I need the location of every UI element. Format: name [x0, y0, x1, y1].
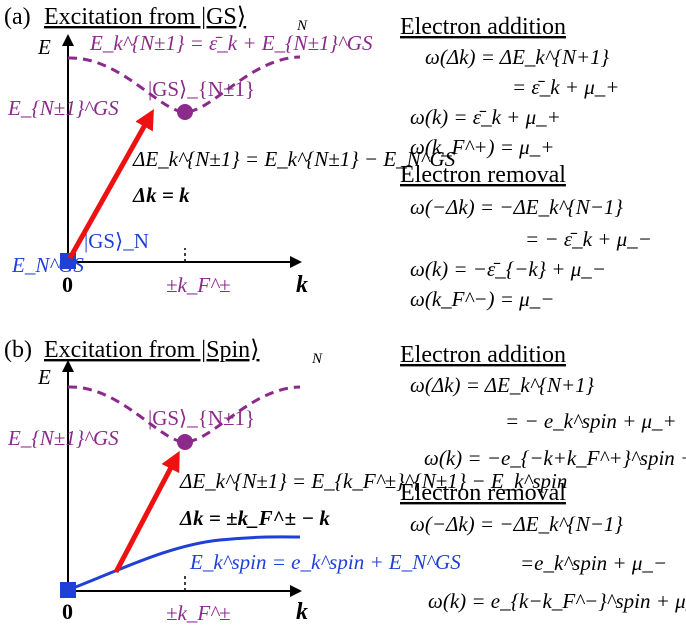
- panel-b-spin-label: E_k^spin = e_k^spin + E_N^GS: [189, 550, 461, 574]
- panel-a-addition-eq-2: = ε̄_k + μ_+: [512, 75, 619, 99]
- panel-a-dispersion-label: E_k^{N±1} = ε̄_k + E_{N±1}^GS: [89, 31, 373, 55]
- panel-a-removal-title: Electron removal: [400, 162, 566, 188]
- panel-a-energy-upper: E_{N±1}^GS: [7, 96, 119, 120]
- panel-a-removal-eq-4: ω(k_F^−) = μ_−: [410, 287, 554, 311]
- panel-b-spin-curve: [67, 535, 301, 592]
- panel-b-removal-eq-3: ω(k) = e_{k−k_F^−}^spin + μ_−: [428, 589, 686, 613]
- panel-a-state-upper: |GS⟩_{N±1}: [148, 77, 255, 101]
- panel-a-gs-upper-dot: [177, 104, 193, 120]
- panel-b-addition-eq-3: ω(k) = −e_{−k+k_F^+}^spin + μ_+: [424, 446, 686, 470]
- panel-b-label: (b): [4, 337, 32, 363]
- panel-a: (a) Excitation from |GS⟩ N E k 0 E_k^{N±…: [4, 4, 652, 311]
- panel-a-removal-eq-3: ω(k) = −ε̄_{−k} + μ_−: [410, 257, 606, 281]
- panel-b-transition-eq2: Δk = ±k_F^± − k: [179, 506, 330, 530]
- panel-a-transition-arrow: [67, 109, 154, 260]
- panel-a-label: (a): [4, 4, 31, 30]
- panel-b-addition-eq-1: ω(Δk) = ΔE_k^{N+1}: [410, 373, 595, 397]
- panel-b-axis-k: k: [296, 599, 308, 625]
- panel-b-axis-e: E: [37, 365, 51, 389]
- panel-a-transition-eq1: ΔE_k^{N±1} = E_k^{N±1} − E_N^GS: [132, 147, 456, 171]
- panel-a-title: Excitation from |GS⟩: [44, 4, 246, 30]
- panel-a-transition-eq2: Δk = k: [132, 183, 190, 207]
- panel-a-addition-eq-4: ω(k_F^+) = μ_+: [410, 135, 554, 159]
- panel-a-axis-k: k: [296, 272, 308, 298]
- panel-a-addition-title: Electron addition: [400, 14, 566, 40]
- panel-a-addition-eq-3: ω(k) = ε̄_k + μ_+: [410, 105, 561, 129]
- panel-b-transition-arrow: [113, 450, 180, 574]
- panel-b-removal-title: Electron removal: [400, 480, 566, 506]
- panel-b-addition-title: Electron addition: [400, 342, 566, 368]
- panel-b-removal-eq-1: ω(−Δk) = −ΔE_k^{N−1}: [410, 512, 623, 536]
- panel-b-dispersion-curve: [67, 385, 301, 444]
- panel-a-origin: 0: [62, 272, 73, 297]
- panel-b: (b) Excitation from |Spin⟩ N E k 0 |GS⟩_…: [4, 337, 686, 625]
- panel-a-removal-eq-1: ω(−Δk) = −ΔE_k^{N−1}: [410, 195, 623, 219]
- panel-b-addition-eq-2: = − e_k^spin + μ_+: [505, 409, 677, 433]
- panel-a-title-sub: N: [296, 18, 308, 34]
- panel-b-title: Excitation from |Spin⟩: [44, 337, 259, 363]
- panel-b-energy-upper: E_{N±1}^GS: [7, 426, 119, 450]
- panel-a-kf-label: ±k_F^±: [166, 273, 231, 297]
- panel-b-gs-upper-dot: [177, 434, 193, 450]
- panel-b-origin: 0: [62, 599, 73, 624]
- panel-b-transition-eq1: ΔE_k^{N±1} = E_{k_F^±}^{N±1} − E_k^spin: [179, 469, 567, 493]
- panel-a-state-lower: |GS⟩_N: [84, 229, 149, 253]
- panel-b-title-sub: N: [311, 351, 323, 367]
- panel-a-axis-e: E: [37, 35, 51, 59]
- panel-a-removal-eq-2: = − ε̄_k + μ_−: [525, 227, 652, 251]
- panel-b-removal-eq-2: =e_k^spin + μ_−: [520, 551, 667, 575]
- panel-b-spin-origin-square: [60, 582, 76, 598]
- panel-a-addition-eq-1: ω(Δk) = ΔE_k^{N+1}: [425, 45, 610, 69]
- panel-b-state-upper: |GS⟩_{N±1}: [148, 406, 255, 430]
- panel-a-dispersion-curve: [67, 55, 301, 114]
- panel-b-kf-label: ±k_F^±: [166, 601, 231, 625]
